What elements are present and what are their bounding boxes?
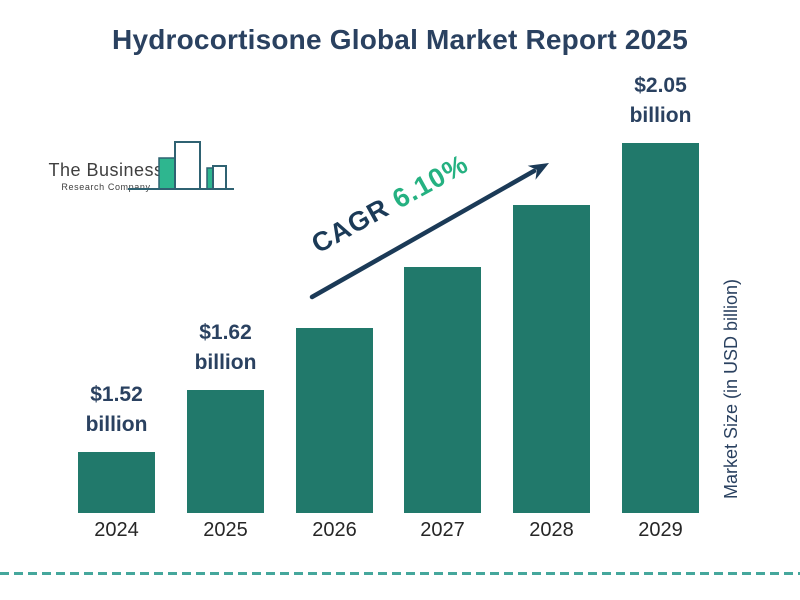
bar-value-label-2029: $2.05 billion (606, 71, 715, 131)
y-axis-label: Market Size (in USD billion) (721, 278, 741, 500)
x-axis-tick-2026: 2026 (312, 519, 357, 541)
brand-logo: The Business Research Company (38, 138, 243, 196)
bar-2029 (622, 143, 699, 513)
brand-subname: Research Company (61, 182, 151, 192)
bottom-dashed-divider (0, 572, 800, 575)
x-axis-tick-2029: 2029 (638, 519, 683, 541)
bar-value-label-line: billion (194, 351, 257, 374)
x-axis-tick-2027: 2027 (420, 519, 465, 541)
bar-2026 (296, 328, 373, 513)
page-title: Hydrocortisone Global Market Report 2025 (112, 24, 688, 55)
brand-name: The Business (48, 160, 164, 180)
bar-2028 (513, 205, 590, 513)
x-axis-tick-2024: 2024 (94, 519, 139, 541)
cagr-trend-arrow-icon (309, 163, 549, 300)
bar-value-label-line: $1.62 (199, 321, 252, 344)
bar-value-label-line: $2.05 (634, 74, 687, 97)
bar-chart-logo-icon (128, 141, 234, 190)
bar-value-label-line: billion (629, 104, 692, 127)
bar-2027 (404, 267, 481, 513)
bar-2025 (187, 390, 264, 513)
brand-logo-text: The Business Research Company (46, 160, 166, 192)
x-axis-tick-2028: 2028 (529, 519, 574, 541)
bar-value-label-line: $1.52 (90, 383, 143, 406)
bar-value-label-2025: $1.62 billion (171, 318, 280, 378)
bar-value-label-line: billion (85, 413, 148, 436)
bar-value-label-2024: $1.52 billion (62, 380, 171, 440)
x-axis-tick-2025: 2025 (203, 519, 248, 541)
bar-2024 (78, 452, 155, 513)
